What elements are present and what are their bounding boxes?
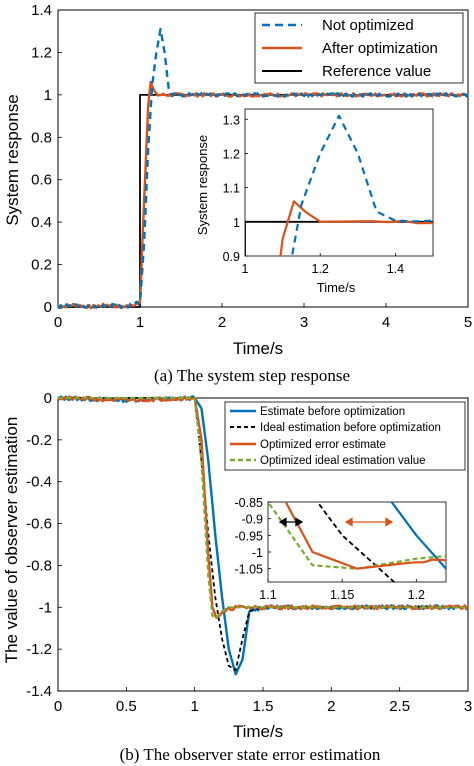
chart-b-xtick-label: 3 — [464, 698, 472, 715]
chart-b-ytick-label: -0.2 — [26, 432, 52, 449]
chart-b-ylabel: The value of observer estimation — [2, 417, 21, 664]
chart-b-xtick-label: 1.5 — [253, 698, 274, 715]
legend-label-ideal-before: Ideal estimation before optimization — [260, 422, 441, 434]
chart-b-ytick-label: -0.6 — [26, 516, 52, 533]
chart-a-inset-xtick-label: 1.2 — [312, 262, 329, 276]
chart-a-ytick-label: 1.4 — [31, 2, 52, 19]
chart-a-inset-xtick-label: 1 — [242, 262, 249, 276]
chart-b-xtick-label: 2.5 — [389, 698, 410, 715]
chart-a-xtick-label: 3 — [300, 314, 308, 331]
chart-b-inset-xtick-label: 1.1 — [259, 588, 276, 602]
chart-a-inset-plot-area — [244, 108, 434, 257]
chart-a-xtick-label: 1 — [136, 314, 144, 331]
chart-a-caption: (a) The system step response — [154, 366, 350, 385]
chart-b: 0 0.5 1 1.5 2 2.5 3 0 -0.2 -0.4 -0.6 -0.8 -1 -1.2 -1.4… — [2, 390, 472, 764]
chart-a-ytick-label: 0.8 — [31, 129, 52, 146]
chart-b-ticks: 0 0.5 1 1.5 2 2.5 3 0 -0.2 -0.4 -0.6 -0.8 -1 -1.2 -1.4 — [26, 390, 472, 715]
chart-a-ticks: 0 1 2 3 4 5 0 0.2 0.4 0.6 0.8 1 1.2 1.4 — [31, 2, 472, 331]
chart-a-ytick-label: 1.2 — [31, 44, 52, 61]
chart-b-xtick-label: 1 — [190, 698, 198, 715]
chart-b-xtick-label: 0.5 — [116, 698, 137, 715]
inset-arrow-orange — [344, 517, 394, 527]
chart-b-inset-ytick-label: -0.85 — [235, 496, 264, 510]
chart-b-legend: Estimate before optimization Ideal estim… — [224, 401, 466, 471]
chart-a-inset-xlabel: Time/s — [317, 280, 356, 295]
chart-b-inset-xtick-label: 1.15 — [330, 588, 354, 602]
chart-a-inset: 1 1.2 1.40.911.11.21.3 Time/s System respo… — [195, 108, 434, 295]
chart-b-caption: (b) The observer state error estimation — [120, 745, 381, 764]
chart-b-inset-plot-area — [267, 501, 447, 583]
chart-b-xtick-label: 0 — [54, 698, 62, 715]
chart-a-xtick-label: 0 — [54, 314, 62, 331]
chart-a-inset-ticks: 1 1.2 1.40.911.11.21.3 — [223, 113, 405, 276]
chart-b-inset: 1.1 1.15 1.2 -0.85 -0.9 -0.95 -1 -1.05 — [235, 496, 447, 602]
chart-a-inset-ytick-label: 1.3 — [223, 113, 240, 127]
chart-a-xtick-label: 5 — [464, 314, 472, 331]
chart-a-ytick-label: 1 — [44, 87, 52, 104]
chart-b-xlabel: Time/s — [233, 722, 283, 741]
chart-b-ytick-label: -0.4 — [26, 474, 52, 491]
chart-b-legend-box — [224, 401, 466, 471]
series-line-optimized-ideal — [58, 396, 468, 619]
chart-a-inset-ytick-label: 1.2 — [223, 147, 240, 161]
series-line-optimized-error — [57, 395, 469, 619]
legend-label-optimized-error: Optimized error estimate — [260, 439, 386, 451]
chart-a-inset-xtick-label: 1.4 — [387, 262, 404, 276]
chart-a-ytick-label: 0.2 — [31, 257, 52, 274]
chart-a-ytick-label: 0.4 — [31, 214, 52, 231]
chart-a-inset-ytick-label: 1.1 — [223, 182, 240, 196]
chart-a-ytick-label: 0 — [44, 299, 52, 316]
chart-b-inset-ytick-label: -1 — [252, 546, 263, 560]
inset-arrow-black — [278, 517, 304, 527]
chart-b-lines — [57, 395, 469, 676]
legend-label-reference-value: Reference value — [322, 63, 431, 80]
chart-a-ylabel: System response — [3, 94, 22, 225]
chart-a-inset-ytick-label: 0.9 — [223, 250, 240, 264]
chart-a-inset-ytick-label: 1 — [233, 216, 240, 230]
chart-a-xtick-label: 4 — [382, 314, 390, 331]
legend-label-not-optimized: Not optimized — [322, 17, 414, 34]
chart-b-ytick-label: 0 — [44, 390, 52, 407]
chart-a-xtick-label: 2 — [218, 314, 226, 331]
chart-b-inset-ytick-label: -0.9 — [241, 513, 263, 527]
chart-b-xtick-label: 2 — [327, 698, 335, 715]
chart-b-ytick-label: -1 — [39, 599, 52, 616]
chart-a-xlabel: Time/s — [233, 339, 283, 358]
chart-a-inset-ylabel: System response — [195, 135, 210, 235]
legend-label-optimized-ideal: Optimized ideal estimation value — [260, 455, 426, 467]
chart-b-inset-xtick-label: 1.2 — [408, 588, 425, 602]
chart-a-lines — [57, 27, 469, 310]
chart-b-ytick-label: -0.8 — [26, 557, 52, 574]
chart-b-inset-ytick-label: -1.05 — [235, 563, 264, 577]
series-line-not-optimized — [57, 27, 469, 309]
chart-b-inset-ticks: 1.1 1.15 1.2 -0.85 -0.9 -0.95 -1 -1.05 — [235, 496, 426, 602]
chart-b-ytick-label: -1.2 — [26, 641, 52, 658]
chart-a-legend: Not optimized After optimization Referen… — [254, 12, 464, 84]
legend-label-estimate-before: Estimate before optimization — [260, 406, 405, 418]
chart-b-ytick-label: -1.4 — [26, 683, 52, 700]
chart-a: 0 1 2 3 4 5 0 0.2 0.4 0.6 0.8 1 1.2 1.4 Time/s System… — [3, 2, 472, 385]
chart-a-ytick-label: 0.6 — [31, 172, 52, 189]
chart-b-inset-ytick-label: -0.95 — [235, 529, 264, 543]
legend-label-after-optimization: After optimization — [322, 40, 438, 57]
